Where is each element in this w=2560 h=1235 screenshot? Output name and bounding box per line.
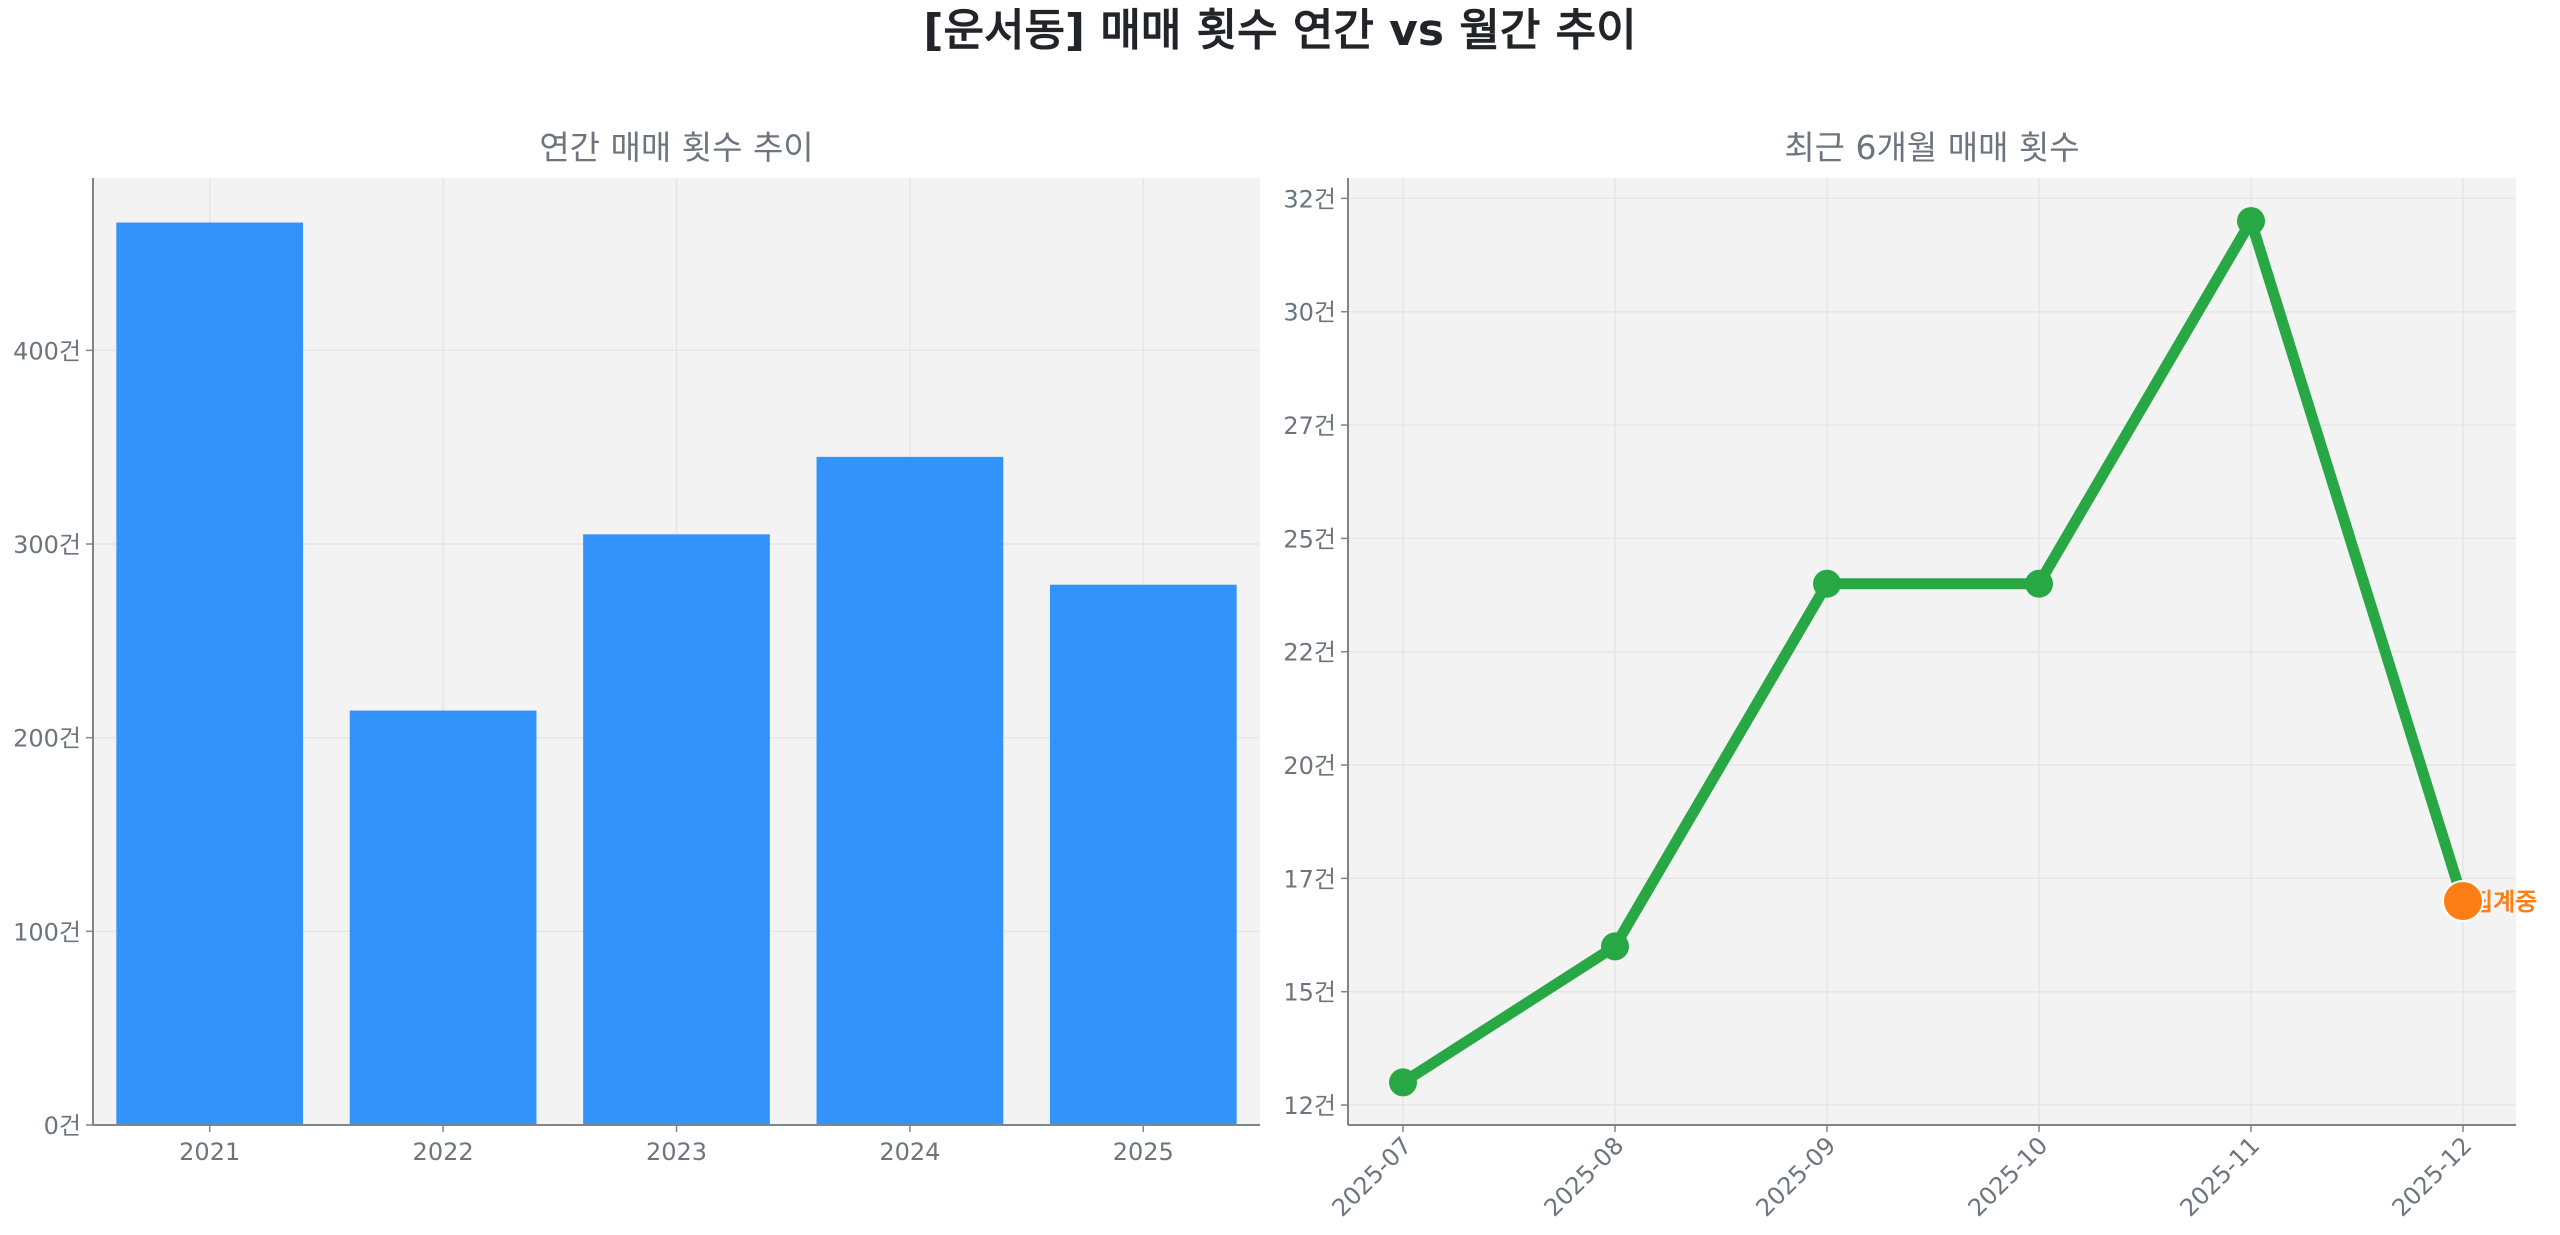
bar-2022: [349, 710, 537, 1125]
x-tick-label: 2024: [879, 1138, 940, 1166]
y-tick-label: 20건: [1283, 752, 1336, 780]
x-tick-label: 2025: [1113, 1138, 1174, 1166]
x-tick-label: 2023: [646, 1138, 707, 1166]
y-tick-label: 22건: [1283, 639, 1336, 667]
bar-2024: [816, 456, 1004, 1125]
data-point-2025-11: [2237, 207, 2265, 236]
figure-title: [운서동] 매매 횟수 연간 vs 월간 추이: [923, 5, 1637, 56]
highlight-point-2025-12: [2442, 880, 2484, 923]
y-tick-label: 300건: [13, 531, 81, 559]
bar-2025: [1049, 584, 1237, 1125]
x-tick-label: 2025-07: [1327, 1131, 1418, 1222]
x-tick-label: 2021: [179, 1138, 240, 1166]
bar-2023: [583, 534, 770, 1125]
bar-chart: 0건 100건 200건 300건 400건 2021 2022 2023 2024 2025: [13, 178, 1260, 1166]
x-tick-label: 2025-10: [1963, 1131, 2054, 1222]
y-tick-label: 27건: [1283, 412, 1336, 440]
y-tick-label: 12건: [1283, 1092, 1336, 1120]
x-tick-label: 2025-12: [2387, 1131, 2478, 1222]
x-tick-label: 2025-11: [2175, 1131, 2266, 1222]
y-tick-label: 30건: [1283, 299, 1336, 327]
y-tick-label: 200건: [13, 725, 81, 753]
y-tick-label: 400건: [13, 337, 81, 365]
trend-line: [1397, 215, 2469, 1088]
y-tick-label: 15건: [1283, 979, 1336, 1007]
y-tick-label: 25건: [1283, 525, 1336, 553]
data-point-2025-09: [1813, 569, 1841, 598]
y-tick-label: 0건: [44, 1112, 81, 1140]
bar-2021: [116, 222, 304, 1125]
data-point-2025-10: [2025, 569, 2053, 598]
x-tick-label: 2025-08: [1539, 1131, 1630, 1222]
y-tick-label: 17건: [1283, 865, 1336, 893]
bar-chart-title: 연간 매매 횟수 추이: [539, 128, 814, 167]
line-chart-title: 최근 6개월 매매 횟수: [1784, 128, 2080, 167]
data-point-2025-07: [1389, 1068, 1417, 1097]
y-tick-label: 100건: [13, 918, 81, 946]
x-tick-label: 2025-09: [1751, 1131, 1842, 1222]
x-tick-label: 2022: [413, 1138, 474, 1166]
y-tick-label: 32건: [1283, 185, 1336, 213]
data-point-2025-08: [1601, 932, 1629, 961]
